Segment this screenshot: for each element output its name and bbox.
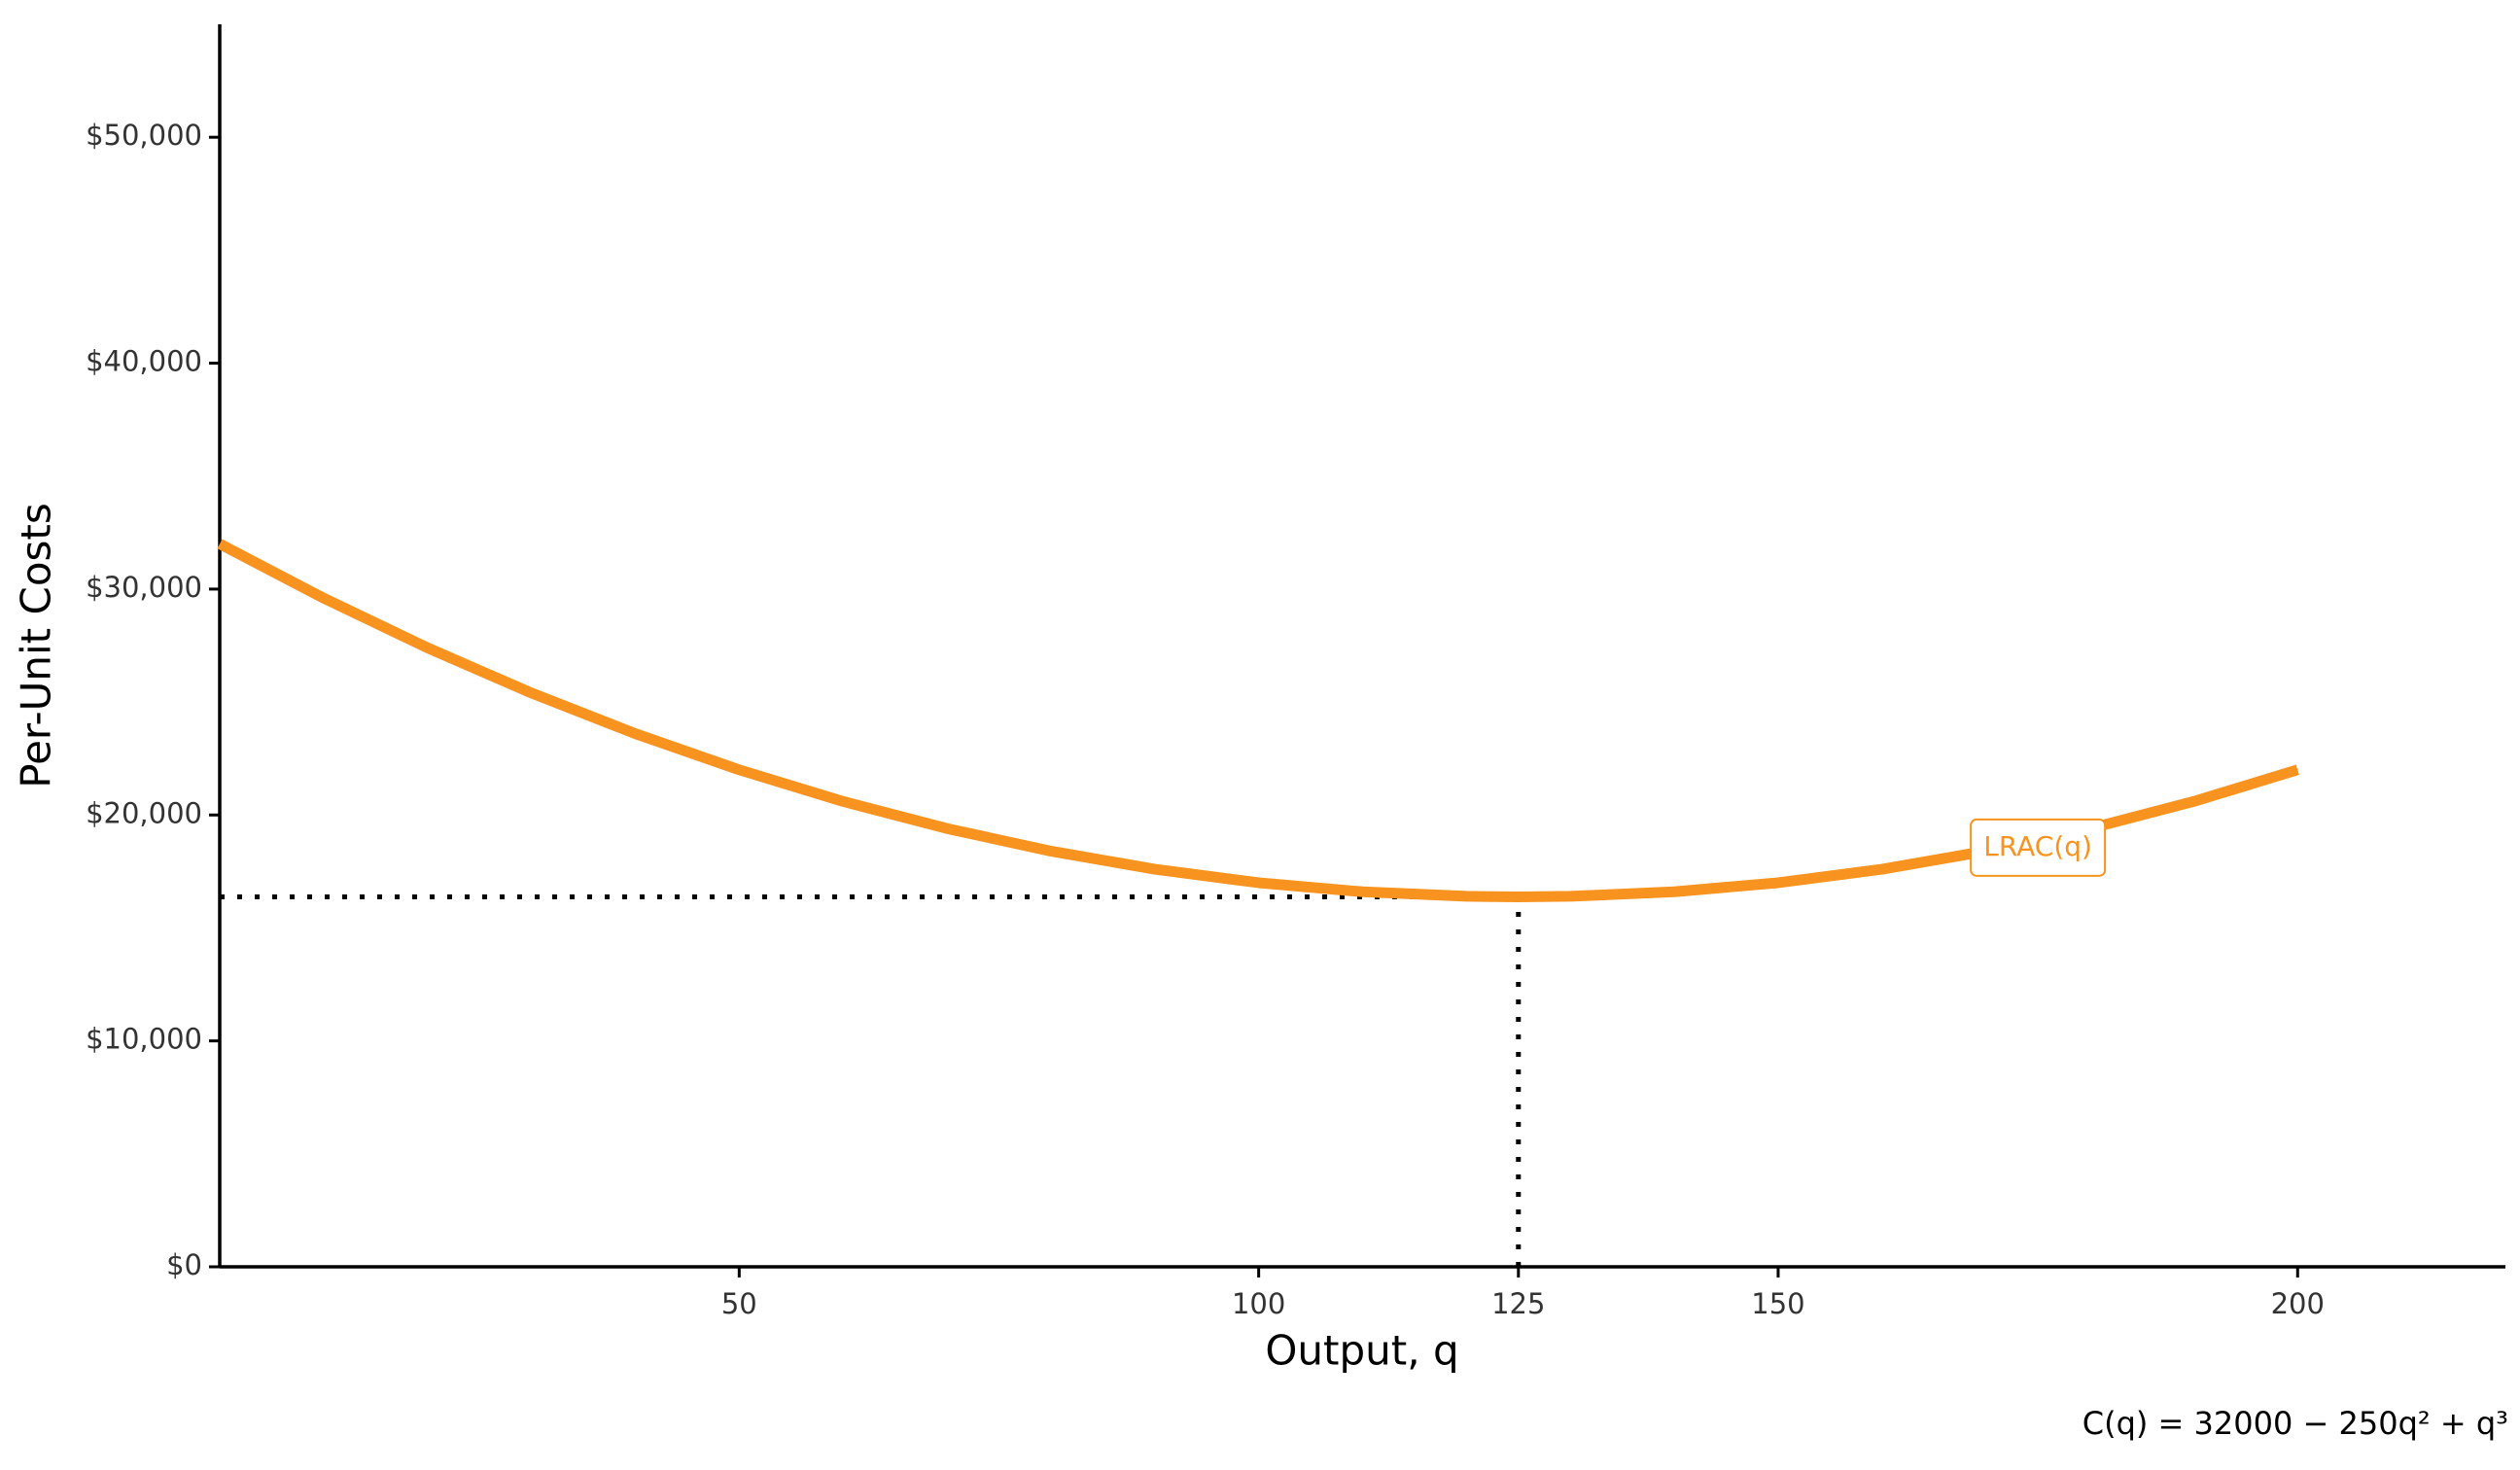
y-tick-label: $0 [166,1248,202,1281]
caption: C(q) = 32000 − 250q² + q³ [2082,1405,2508,1442]
series-label: LRAC(q) [1970,818,2107,877]
y-tick-label: $50,000 [86,119,202,152]
lrac-curve [217,539,2299,903]
y-axis-title: Per-Unit Costs [13,503,60,788]
y-tick-label: $30,000 [86,571,202,604]
y-tick-label: $40,000 [86,345,202,378]
x-tick-label: 50 [721,1287,757,1320]
x-tick-label: 125 [1491,1287,1545,1320]
x-axis-title: Output, q [1265,1327,1458,1375]
x-tick-label: 150 [1751,1287,1804,1320]
series-label-text: LRAC(q) [1983,830,2092,862]
y-tick-label: $20,000 [86,796,202,829]
series-label-box [1970,818,2107,877]
y-tick-label: $10,000 [86,1023,202,1056]
x-tick-label: 100 [1232,1287,1285,1320]
x-tick-label: 200 [2271,1287,2325,1320]
